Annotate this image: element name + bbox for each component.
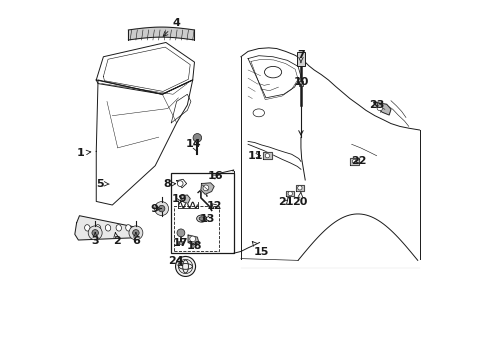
Polygon shape — [96, 80, 192, 205]
Bar — [171, 173, 233, 253]
Text: 1: 1 — [76, 148, 91, 158]
Circle shape — [177, 229, 184, 237]
Circle shape — [92, 230, 98, 236]
Bar — [297, 52, 304, 66]
Bar — [173, 206, 219, 251]
Ellipse shape — [264, 66, 281, 78]
Text: 10: 10 — [293, 77, 308, 87]
Polygon shape — [295, 185, 303, 191]
Text: 9: 9 — [150, 203, 161, 213]
Text: 12: 12 — [206, 201, 222, 211]
Text: 2: 2 — [113, 233, 120, 246]
Circle shape — [175, 256, 195, 276]
Bar — [178, 241, 183, 244]
Ellipse shape — [95, 225, 101, 231]
Text: 7: 7 — [296, 50, 304, 63]
Text: 15: 15 — [252, 242, 269, 257]
Circle shape — [189, 236, 195, 242]
Text: 24: 24 — [168, 256, 183, 266]
Text: 14: 14 — [185, 139, 201, 152]
Circle shape — [193, 134, 201, 142]
Text: 16: 16 — [207, 171, 223, 181]
Text: 4: 4 — [163, 18, 180, 36]
Text: 22: 22 — [350, 157, 366, 166]
Polygon shape — [179, 195, 190, 203]
Circle shape — [264, 154, 269, 158]
Ellipse shape — [105, 225, 110, 231]
Text: 6: 6 — [132, 233, 140, 246]
Circle shape — [88, 226, 102, 240]
Text: 8: 8 — [163, 179, 175, 189]
Text: 19: 19 — [171, 194, 187, 203]
Circle shape — [376, 105, 382, 111]
Ellipse shape — [84, 225, 90, 231]
Ellipse shape — [196, 215, 206, 222]
Circle shape — [203, 185, 208, 191]
Circle shape — [129, 226, 142, 240]
Polygon shape — [349, 158, 358, 165]
Text: 23: 23 — [368, 100, 384, 110]
Polygon shape — [75, 216, 137, 240]
Polygon shape — [263, 153, 271, 159]
Ellipse shape — [125, 225, 131, 231]
Circle shape — [154, 202, 168, 216]
Polygon shape — [176, 179, 186, 188]
Bar — [298, 81, 303, 86]
Polygon shape — [285, 191, 294, 197]
Text: 17: 17 — [173, 238, 188, 248]
Text: 20: 20 — [292, 192, 307, 207]
Polygon shape — [96, 42, 194, 94]
Text: 13: 13 — [199, 213, 214, 224]
Ellipse shape — [253, 109, 264, 117]
Polygon shape — [128, 27, 194, 40]
Polygon shape — [201, 183, 214, 194]
Text: 5: 5 — [96, 179, 109, 189]
Ellipse shape — [199, 217, 203, 220]
Text: 11: 11 — [248, 151, 263, 161]
Circle shape — [352, 159, 356, 163]
Circle shape — [287, 192, 292, 196]
Text: 3: 3 — [91, 233, 99, 246]
Polygon shape — [373, 102, 390, 115]
Ellipse shape — [116, 225, 121, 231]
Circle shape — [297, 186, 302, 190]
Polygon shape — [188, 235, 198, 245]
Circle shape — [132, 230, 139, 236]
Text: 18: 18 — [186, 241, 202, 251]
Text: 21: 21 — [277, 197, 293, 207]
Circle shape — [177, 181, 183, 186]
Circle shape — [158, 205, 164, 212]
